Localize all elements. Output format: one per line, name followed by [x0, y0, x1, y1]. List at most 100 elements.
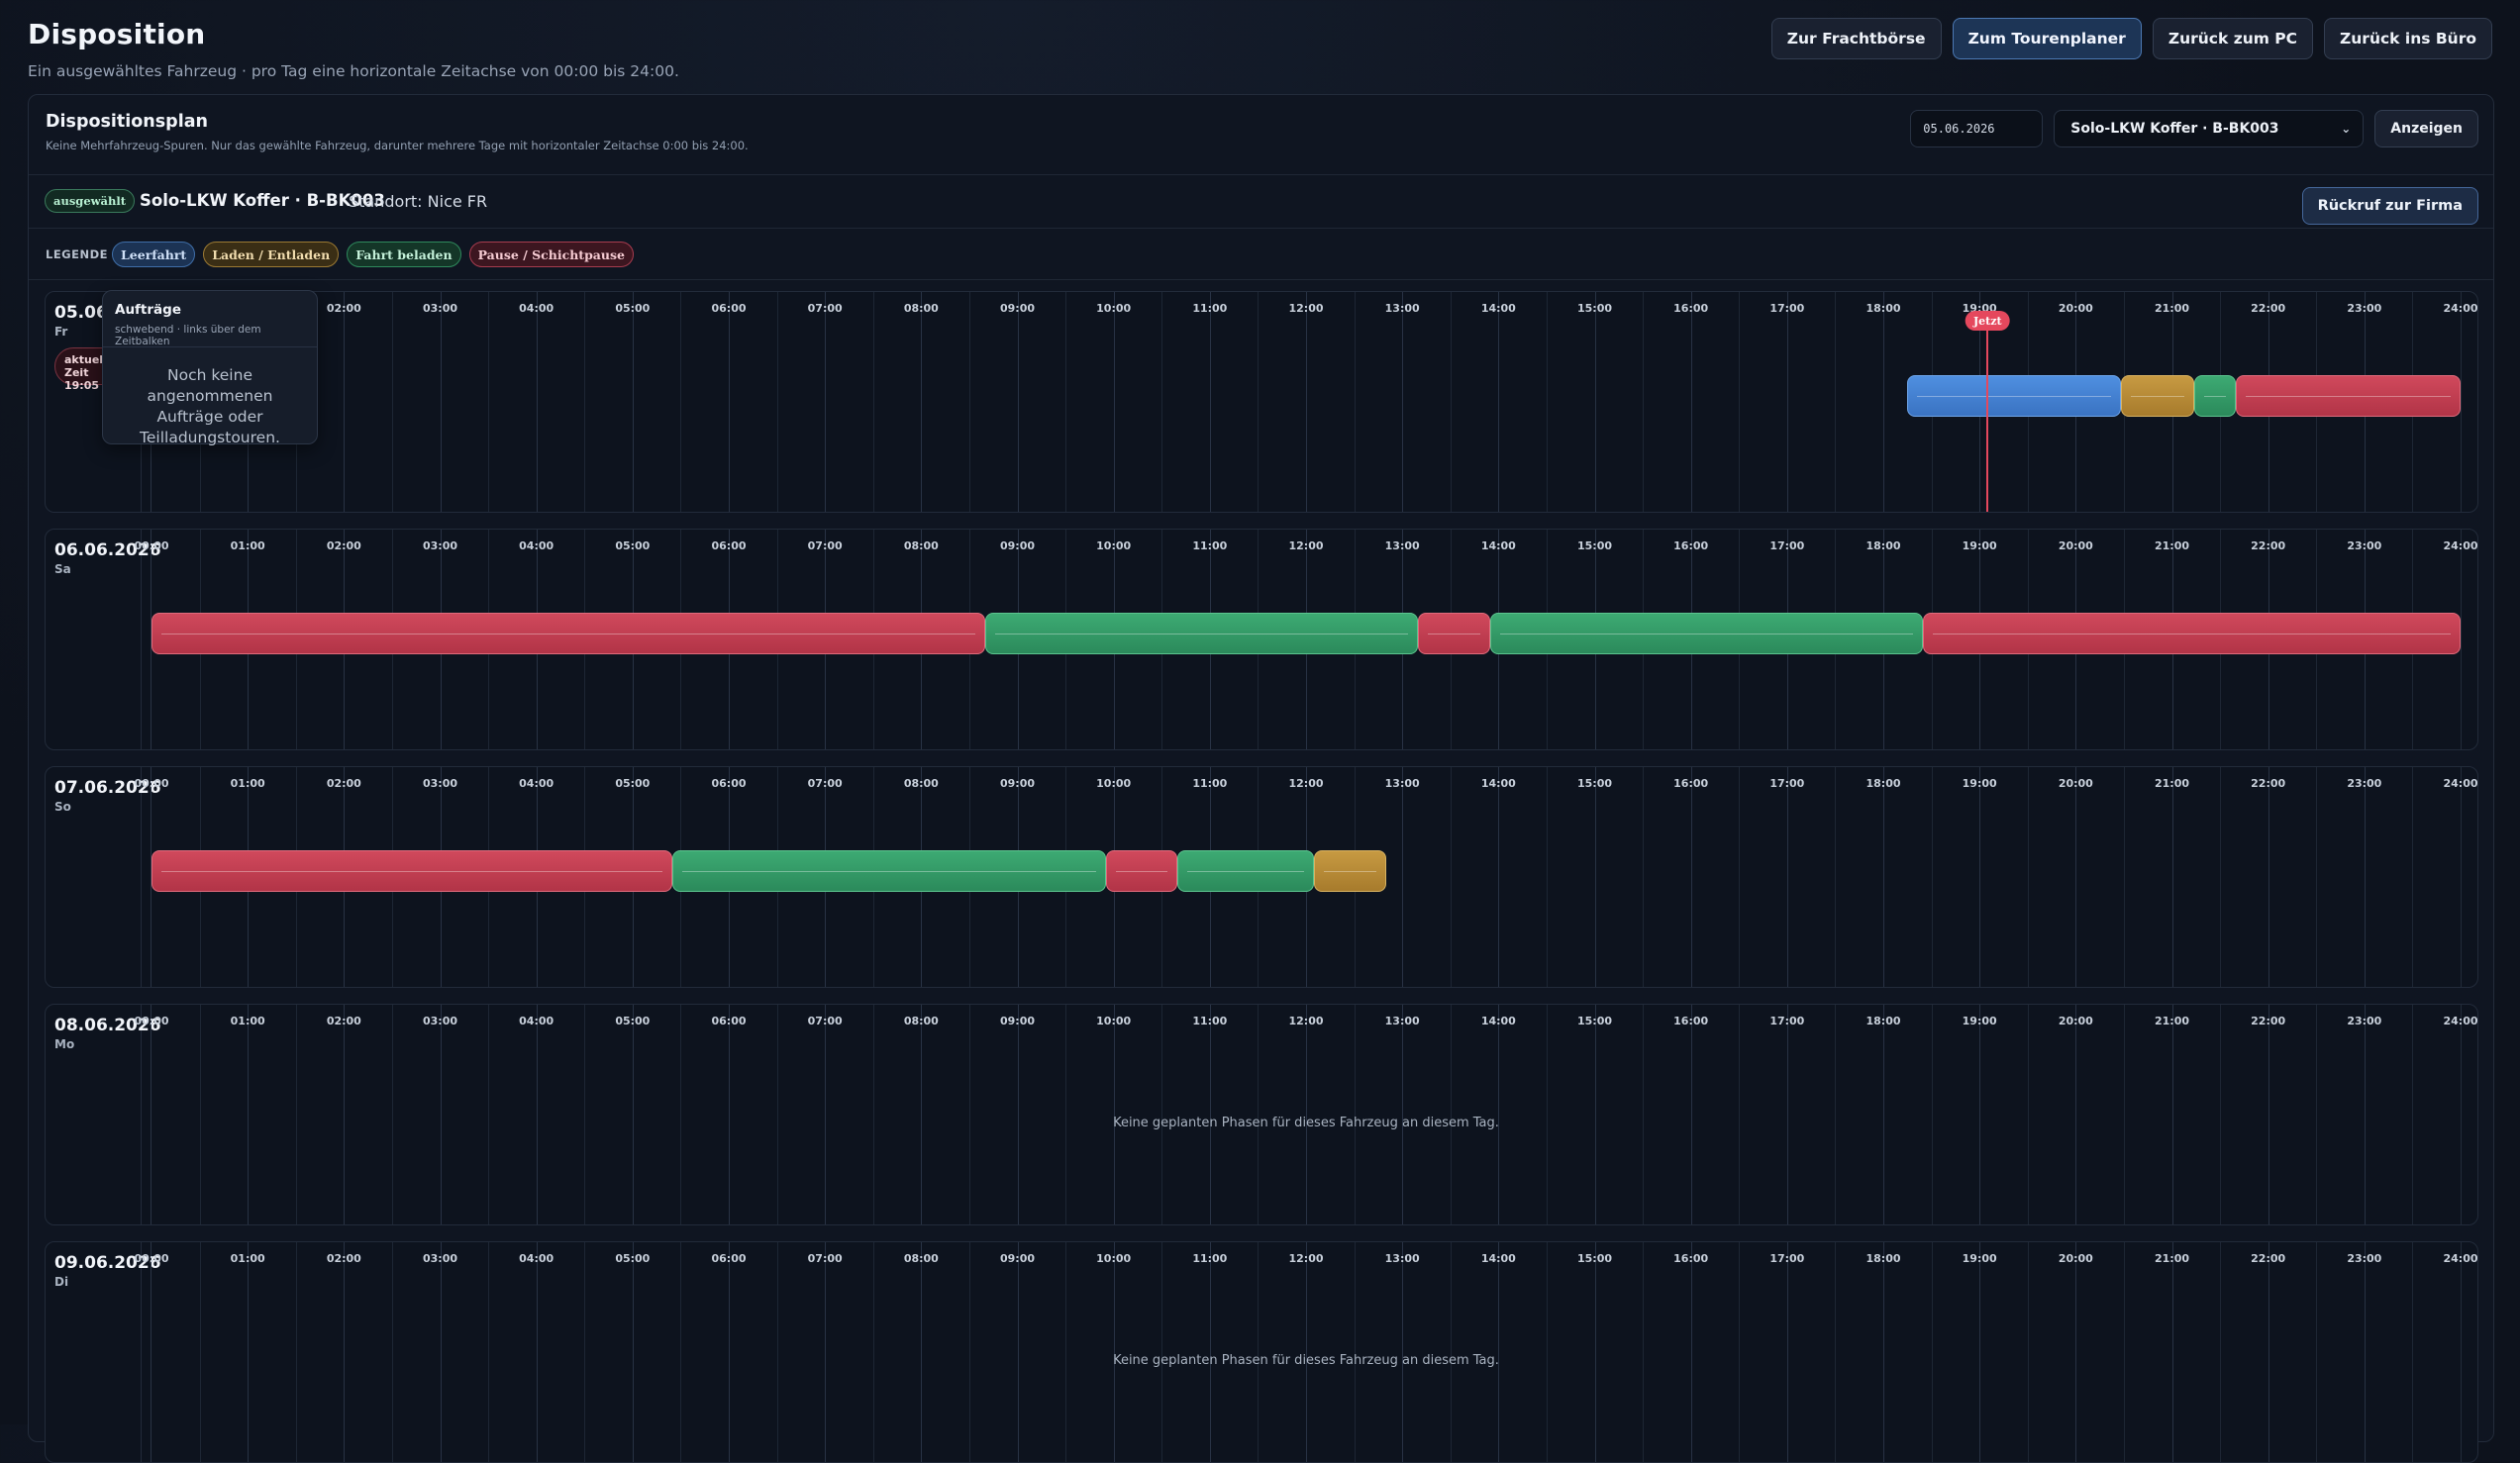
hour-gridline [2171, 767, 2173, 987]
date-input[interactable] [1910, 110, 2044, 147]
half-hour-gridline [776, 1005, 778, 1224]
day-card: 08.06.2026 Mo 00:00 01:00 02:00 03:00 04:00 05:… [45, 1004, 2478, 1225]
half-hour-gridline [2220, 1005, 2222, 1224]
half-hour-gridline [1835, 1242, 1837, 1462]
phase-bar-fahrt[interactable] [1490, 613, 1924, 654]
orders-popover[interactable]: Aufträge schwebend · links über dem Zeit… [102, 290, 318, 446]
half-hour-gridline [584, 292, 586, 512]
plan-controls: Solo-LKW Koffer · B-BK003 ⌄ Anzeigen [1910, 110, 2478, 147]
now-marker: Jetzt [1965, 311, 2010, 331]
phase-bar-pause[interactable] [2236, 375, 2461, 417]
half-hour-gridline [584, 1005, 586, 1224]
hour-tick-label: 01:00 [230, 539, 265, 552]
half-hour-gridline [776, 1242, 778, 1462]
freight-exchange-button[interactable]: Zur Frachtbörse [1770, 18, 1942, 59]
half-hour-gridline [391, 1005, 393, 1224]
phase-bar-pause[interactable] [1923, 613, 2461, 654]
half-hour-gridline [1450, 767, 1452, 987]
hour-tick-label: 24:00 [2443, 302, 2478, 315]
hour-gridline [536, 292, 538, 512]
half-hour-gridline [1161, 1005, 1163, 1224]
hour-tick-label: 06:00 [711, 539, 747, 552]
back-to-office-button[interactable]: Zurück ins Büro [2324, 18, 2492, 59]
phase-bar-pause[interactable] [1418, 613, 1491, 654]
hour-tick-label: 20:00 [2058, 539, 2093, 552]
half-hour-gridline [1065, 1005, 1067, 1224]
hour-tick-label: 06:00 [711, 1015, 747, 1027]
hour-tick-label: 05:00 [615, 1015, 651, 1027]
hour-gridline [1402, 1005, 1404, 1224]
half-hour-gridline [1835, 292, 1837, 512]
hour-tick-label: 12:00 [1288, 302, 1324, 315]
half-hour-gridline [488, 1005, 490, 1224]
phase-bar-pause[interactable] [151, 850, 673, 892]
hour-gridline [2075, 1242, 2077, 1462]
hour-tick-label: 07:00 [807, 1015, 843, 1027]
hour-tick-label: 19:00 [1962, 1015, 1997, 1027]
day-card: 06.06.2026 Sa 00:00 01:00 02:00 03:00 04:00 05:… [45, 529, 2478, 750]
hour-tick-label: 09:00 [999, 539, 1036, 552]
back-to-pc-button[interactable]: Zurück zum PC [2152, 18, 2314, 59]
hour-gridline [248, 1242, 250, 1462]
hour-tick-label: 13:00 [1384, 777, 1420, 790]
empty-day-message: Keine geplanten Phasen für dieses Fahrze… [1113, 1116, 1499, 1130]
hour-gridline [536, 1005, 538, 1224]
tour-planner-button[interactable]: Zum Tourenplaner [1952, 18, 2142, 59]
hour-tick-label: 20:00 [2058, 302, 2093, 315]
hour-gridline [1498, 292, 1500, 512]
hour-tick-label: 21:00 [2154, 302, 2190, 315]
day-label: 09.06.2026 Di [46, 1242, 161, 1462]
show-button[interactable]: Anzeigen [2374, 110, 2478, 147]
hour-gridline [1498, 767, 1500, 987]
hour-tick-label: 02:00 [326, 302, 361, 315]
phase-bar-laden[interactable] [2120, 375, 2195, 417]
hour-tick-label: 10:00 [1096, 302, 1132, 315]
hour-tick-label: 21:00 [2154, 539, 2190, 552]
phase-bar-laden[interactable] [1314, 850, 1386, 892]
day-label: 06.06.2026 Sa [46, 530, 161, 749]
half-hour-gridline [1931, 1242, 1933, 1462]
hour-gridline [2364, 1005, 2366, 1224]
half-hour-gridline [488, 292, 490, 512]
hour-tick-label: 07:00 [807, 1252, 843, 1265]
hour-gridline [2075, 1005, 2077, 1224]
hour-gridline [1594, 1005, 1596, 1224]
phase-bar-pause[interactable] [1105, 850, 1178, 892]
phase-bar-fahrt[interactable] [2194, 375, 2237, 417]
hour-tick-label: 03:00 [422, 1015, 458, 1027]
hour-tick-label: 02:00 [326, 1252, 361, 1265]
timeline-track: 00:0001:0002:0003:0004:0005:0006:0007:00… [134, 292, 2478, 512]
day-label: 08.06.2026 Mo [46, 1005, 161, 1224]
phase-bar-fahrt[interactable] [672, 850, 1106, 892]
hour-gridline [536, 1242, 538, 1462]
hour-tick-label: 04:00 [519, 302, 554, 315]
hour-tick-label: 22:00 [2251, 1015, 2286, 1027]
hour-tick-label: 20:00 [2058, 1015, 2093, 1027]
phase-bar-leer[interactable] [1907, 375, 2121, 417]
hour-tick-label: 03:00 [422, 302, 458, 315]
hour-tick-label: 23:00 [2347, 777, 2382, 790]
half-hour-gridline [680, 292, 682, 512]
hour-tick-label: 17:00 [1769, 539, 1805, 552]
phase-bar-pause[interactable] [151, 613, 986, 654]
recall-button[interactable]: Rückruf zur Firma [2301, 187, 2478, 225]
hour-tick-label: 18:00 [1865, 539, 1901, 552]
hour-gridline [440, 292, 442, 512]
hour-tick-label: 08:00 [903, 302, 939, 315]
phase-bar-fahrt[interactable] [1177, 850, 1315, 892]
hour-tick-label: 11:00 [1192, 1015, 1228, 1027]
hour-gridline [1017, 292, 1019, 512]
half-hour-gridline [295, 1005, 297, 1224]
hour-tick-label: 18:00 [1865, 1252, 1901, 1265]
half-hour-gridline [2220, 1242, 2222, 1462]
hour-tick-label: 05:00 [615, 777, 651, 790]
vehicle-select[interactable]: Solo-LKW Koffer · B-BK003 ⌄ [2054, 110, 2365, 147]
page-header: Disposition Ein ausgewähltes Fahrzeug · … [28, 18, 679, 80]
day-weekday: Di [54, 1275, 69, 1289]
phase-bar-fahrt[interactable] [985, 613, 1419, 654]
hour-tick-label: 18:00 [1865, 302, 1901, 315]
hour-tick-label: 03:00 [422, 777, 458, 790]
hour-gridline [2364, 767, 2366, 987]
hour-tick-label: 01:00 [230, 777, 265, 790]
